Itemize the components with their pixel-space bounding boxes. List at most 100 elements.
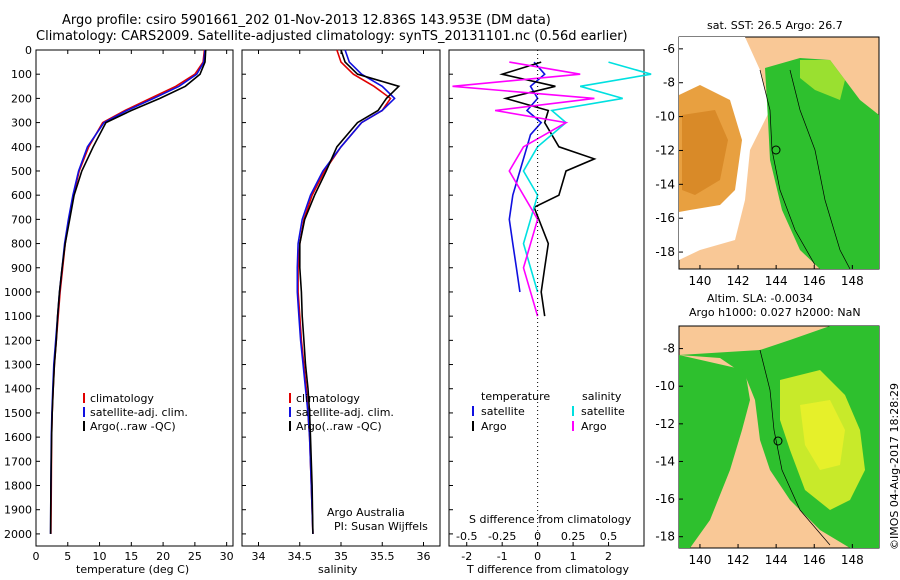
series-line-2 (296, 49, 396, 534)
y-tick-label: 1800 (4, 480, 32, 493)
difference-axes (448, 49, 645, 547)
t-difference-xlabel: T difference from climatology (467, 563, 629, 576)
map-y-tick-label: -16 (655, 492, 675, 506)
diff-series-1 (508, 61, 546, 293)
x-tick-label: 2 (605, 550, 612, 563)
x-tick-label: 34 (252, 550, 266, 563)
y-tick-label: 400 (11, 141, 32, 154)
sla-map-peak (800, 400, 845, 470)
x-tick-label: -1 (497, 550, 508, 563)
sst-map-warm-band (800, 60, 845, 100)
y-tick-label: 1600 (4, 431, 32, 444)
map-x-tick-label: 142 (727, 274, 750, 288)
sla-map-coast (759, 349, 831, 546)
series-line-3 (49, 49, 207, 534)
map-y-tick-label: -14 (655, 454, 675, 468)
map-x-tick-label: 140 (688, 274, 711, 288)
y-tick-label: 1300 (4, 359, 32, 372)
salinity-axes (241, 49, 441, 547)
map-y-tick-label: -10 (655, 379, 675, 393)
x-tick-label: 35 (334, 550, 348, 563)
y-tick-label: 0 (25, 44, 32, 57)
y-tick-label: 1500 (4, 407, 32, 420)
legend-label: satellite-adj. clim. (296, 406, 394, 419)
x-tick-label: 34.5 (288, 550, 313, 563)
x-tick-label: 15 (124, 550, 138, 563)
sst-map-hot-core (682, 110, 728, 195)
sla-map-west-sea (679, 355, 750, 548)
diff-series-2 (499, 61, 597, 317)
map-x-tick-label: 140 (688, 553, 711, 567)
map-y-tick-label: -14 (655, 177, 675, 191)
map-y-tick-label: -18 (655, 245, 675, 259)
x-tick-label: 1 (570, 550, 577, 563)
sst-map-coral-sea (765, 58, 879, 269)
y-tick-label: 1000 (4, 286, 32, 299)
x-tick-label: 36 (417, 550, 431, 563)
credit-line-1: Argo Australia (327, 506, 405, 519)
diff-series-4 (452, 61, 595, 317)
x-tick-label: 10 (93, 550, 107, 563)
x2-tick-label: 0.25 (561, 530, 586, 543)
map-x-tick-label: 146 (803, 274, 826, 288)
title-line-2: Climatology: CARS2009. Satellite-adjuste… (36, 29, 628, 44)
x-tick-label: 25 (188, 550, 202, 563)
y-tick-label: 1700 (4, 455, 32, 468)
y-tick-label: 2000 (4, 528, 32, 541)
legend-label: climatology (90, 392, 154, 405)
diff-legend-label: satellite (481, 405, 525, 418)
sla-map-argo-location (773, 436, 783, 446)
map-y-tick-label: -8 (663, 76, 675, 90)
map-y-tick-label: -8 (663, 342, 675, 356)
map-x-tick-label: 142 (727, 553, 750, 567)
y-tick-label: 300 (11, 117, 32, 130)
imos-watermark: ©IMOS 04-Aug-2017 18:28:29 (888, 383, 900, 550)
sst-map (678, 36, 880, 270)
map-y-tick-label: -12 (655, 417, 675, 431)
x-tick-label: 0 (534, 550, 541, 563)
x2-tick-label: 0.5 (600, 530, 618, 543)
sst-map-coast (759, 69, 816, 266)
y-tick-label: 1100 (4, 310, 32, 323)
x-tick-label: 35.5 (370, 550, 395, 563)
temperature-xlabel: temperature (deg C) (76, 563, 190, 576)
x2-tick-label: -0.25 (488, 530, 516, 543)
sla-map (678, 325, 880, 549)
temperature-axes (35, 49, 234, 547)
map-x-tick-label: 146 (803, 553, 826, 567)
diff-legend-salinity-header: salinity (582, 390, 622, 403)
y-tick-label: 600 (11, 189, 32, 202)
credit-line-2: PI: Susan Wijffels (334, 520, 428, 533)
legend-label: climatology (296, 392, 360, 405)
x2-tick-label: -0.5 (456, 530, 477, 543)
y-tick-label: 1900 (4, 504, 32, 517)
x-tick-label: 5 (64, 550, 71, 563)
map-y-tick-label: -12 (655, 143, 675, 157)
diff-legend-label: Argo (481, 420, 507, 433)
x-tick-label: 30 (220, 550, 234, 563)
s-difference-xlabel: S difference from climatology (469, 513, 632, 526)
y-tick-label: 200 (11, 92, 32, 105)
map-y-tick-label: -16 (655, 211, 675, 225)
map-y-tick-label: -10 (655, 110, 675, 124)
sla-map-title-1: Altim. SLA: -0.0034 (707, 292, 814, 305)
x-tick-label: 0 (33, 550, 40, 563)
diff-legend-label: Argo (581, 420, 607, 433)
legend-label: Argo(..raw -QC) (90, 420, 176, 433)
sst-map-argo-location (771, 145, 781, 155)
y-tick-label: 700 (11, 213, 32, 226)
map-x-tick-label: 148 (841, 553, 864, 567)
x-tick-label: 20 (156, 550, 170, 563)
y-tick-label: 100 (11, 68, 32, 81)
y-tick-label: 1200 (4, 334, 32, 347)
y-tick-label: 800 (11, 238, 32, 251)
y-tick-label: 500 (11, 165, 32, 178)
sst-map-shelf-contour (789, 69, 851, 270)
sla-map-title-2: Argo h1000: 0.027 h2000: NaN (689, 306, 861, 319)
map-x-tick-label: 144 (765, 553, 788, 567)
sst-map-title: sat. SST: 26.5 Argo: 26.7 (707, 19, 843, 32)
x-tick-label: -2 (461, 550, 472, 563)
map-x-tick-label: 148 (841, 274, 864, 288)
diff-legend-label: satellite (581, 405, 625, 418)
